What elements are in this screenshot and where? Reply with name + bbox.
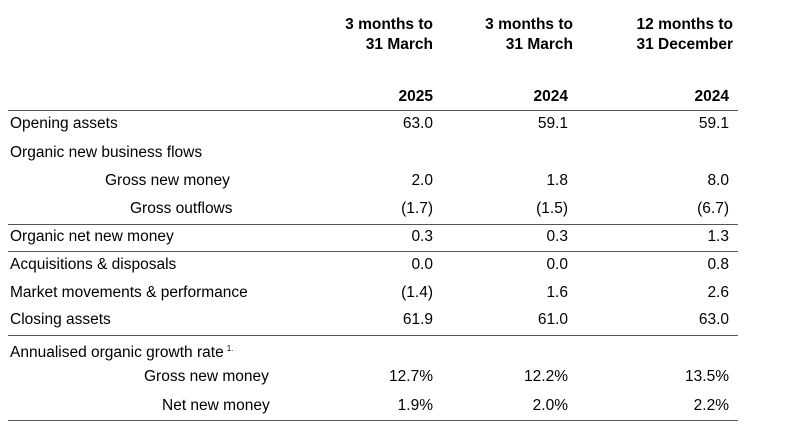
cell-value: (6.7) <box>697 200 729 217</box>
section-rule <box>8 251 738 252</box>
cell-value: 13.5% <box>685 368 729 385</box>
footnote-marker: 1. <box>226 344 234 353</box>
total-rule <box>8 335 738 336</box>
row-label: Closing assets <box>10 311 111 328</box>
cell-value: (1.7) <box>401 200 433 217</box>
cell-value: 12.7% <box>389 368 433 385</box>
cell-value: (1.4) <box>401 284 433 301</box>
table-row: Annualised organic growth rate 1. <box>0 338 794 361</box>
year-header-2024-fy: 2024 <box>694 88 729 105</box>
row-label: Gross outflows <box>130 200 233 217</box>
cell-value: 0.0 <box>546 256 568 273</box>
subtotal-rule <box>8 224 738 225</box>
cell-value: 2.0 <box>411 172 433 189</box>
cell-value: 59.1 <box>537 115 568 132</box>
column-header-q1-2024: 3 months to 31 March <box>485 16 573 53</box>
year-header-2025: 2025 <box>398 88 433 105</box>
cell-value: 2.2% <box>693 397 729 414</box>
cell-value: 0.3 <box>546 228 568 245</box>
row-label: Opening assets <box>10 115 118 132</box>
row-label: Market movements & performance <box>10 284 248 301</box>
bottom-rule <box>8 420 738 421</box>
table-row: Market movements & performance (1.4) 1.6… <box>0 282 794 304</box>
cell-value: (1.5) <box>536 200 568 217</box>
table-row: Opening assets 63.0 59.1 59.1 <box>0 113 794 135</box>
cell-value: 63.0 <box>698 311 729 328</box>
row-label: Gross new money <box>105 172 230 189</box>
table-row: Acquisitions & disposals 0.0 0.0 0.8 <box>0 254 794 276</box>
cell-value: 61.9 <box>402 311 433 328</box>
cell-value: 2.6 <box>707 284 729 301</box>
cell-value: 8.0 <box>707 172 729 189</box>
row-label: Net new money <box>162 397 270 414</box>
column-header-fy-2024: 12 months to 31 December <box>636 16 733 53</box>
table-row: Closing assets 61.9 61.0 63.0 <box>0 309 794 331</box>
column-header-q1-2025: 3 months to 31 March <box>345 16 433 53</box>
header-rule <box>8 110 738 111</box>
cell-value: 1.3 <box>707 228 729 245</box>
cell-value: 0.3 <box>411 228 433 245</box>
cell-value: 0.0 <box>411 256 433 273</box>
cell-value: 2.0% <box>532 397 568 414</box>
table-row: Organic net new money 0.3 0.3 1.3 <box>0 226 794 248</box>
cell-value: 59.1 <box>698 115 729 132</box>
row-label: Acquisitions & disposals <box>10 256 177 273</box>
cell-value: 0.8 <box>707 256 729 273</box>
cell-value: 1.8 <box>546 172 568 189</box>
cell-value: 1.6 <box>546 284 568 301</box>
table-row: Organic new business flows <box>0 142 794 164</box>
year-header-2024-q1: 2024 <box>533 88 568 105</box>
row-label: Annualised organic growth rate 1. <box>10 344 234 361</box>
cell-value: 12.2% <box>524 368 568 385</box>
cell-value: 61.0 <box>537 311 568 328</box>
table-row: Gross new money 12.7% 12.2% 13.5% <box>0 366 794 388</box>
row-label: Organic net new money <box>10 228 174 245</box>
table-row: Net new money 1.9% 2.0% 2.2% <box>0 395 794 417</box>
row-label: Organic new business flows <box>10 144 203 161</box>
table-row: Gross outflows (1.7) (1.5) (6.7) <box>0 198 794 220</box>
row-label: Gross new money <box>144 368 269 385</box>
cell-value: 63.0 <box>402 115 433 132</box>
table-row: Gross new money 2.0 1.8 8.0 <box>0 170 794 192</box>
cell-value: 1.9% <box>397 397 433 414</box>
